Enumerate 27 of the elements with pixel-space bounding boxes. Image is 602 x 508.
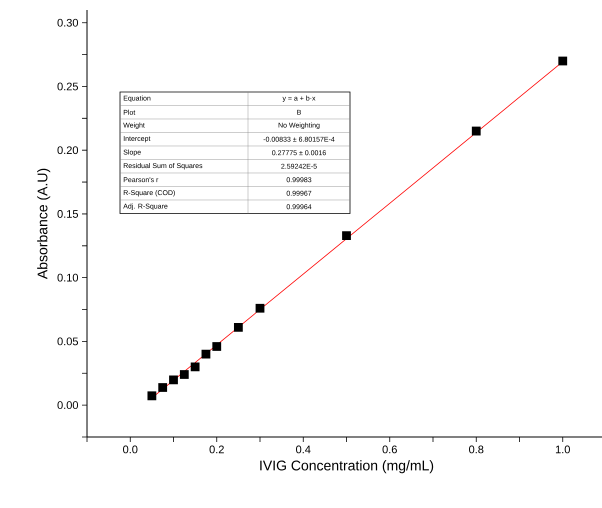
- point: [558, 56, 568, 66]
- point: [342, 231, 351, 240]
- x-tick-label: 0.6: [382, 446, 397, 454]
- point: [169, 375, 178, 384]
- x-tick-label: 0.0: [123, 446, 138, 454]
- x-tick-label: 0.8: [469, 446, 484, 454]
- x-axis-title: IVIG Concentration (mg/mL): [260, 460, 434, 474]
- x-tick-label: 0.4: [296, 446, 311, 454]
- y-tick-label: 0.25: [57, 82, 78, 90]
- y-tick-label: 0.15: [57, 210, 78, 218]
- y-tick-label: 0.30: [57, 18, 78, 27]
- y-axis-title: Absorbance (A.U): [37, 168, 50, 280]
- point: [202, 350, 210, 359]
- point: [212, 342, 222, 351]
- point: [180, 370, 189, 379]
- point: [190, 362, 200, 372]
- x-tick-label: 0.2: [210, 446, 224, 454]
- y-tick-label: 0.05: [57, 338, 78, 346]
- y-tick-label: 0.10: [57, 274, 78, 282]
- point: [472, 126, 481, 136]
- y-tick-label: 0.20: [57, 146, 78, 154]
- point: [234, 322, 243, 332]
- point: [256, 304, 264, 313]
- point: [147, 391, 156, 400]
- y-tick-label: 0.00: [57, 401, 78, 410]
- x-tick-label: 1.0: [556, 446, 570, 454]
- point: [158, 383, 168, 392]
